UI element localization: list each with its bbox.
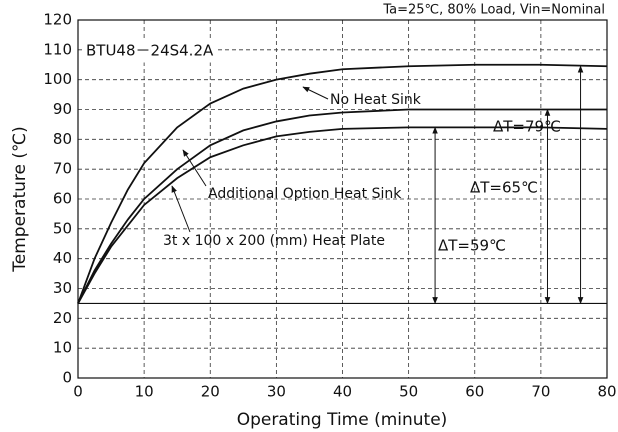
series-line <box>77 126 608 304</box>
model-label: BTU48－24S4.2A <box>86 42 214 60</box>
y-tick-label: 0 <box>62 369 72 387</box>
plot-frame <box>77 19 608 379</box>
label-pointer <box>182 149 207 187</box>
y-tick-label: 30 <box>53 279 72 297</box>
series-label: Additional Option Heat Sink <box>208 186 402 202</box>
series-line <box>77 63 608 304</box>
y-tick-label: 60 <box>53 190 72 208</box>
y-tick-label: 80 <box>53 130 72 148</box>
y-tick-label: 50 <box>53 219 72 237</box>
x-axis-label: Operating Time (minute) <box>237 410 448 430</box>
conditions-note: Ta=25℃, 80% Load, Vin=Nominal <box>382 3 605 18</box>
series-label: No Heat Sink <box>330 92 422 108</box>
x-tick-label: 40 <box>333 383 352 401</box>
delta-label: ΔT=59℃ <box>438 237 506 255</box>
x-tick-label: 50 <box>399 383 418 401</box>
y-axis-label: Temperature (℃) <box>10 126 30 272</box>
y-tick-label: 10 <box>53 339 72 357</box>
x-tick-label: 80 <box>597 383 616 401</box>
y-tick-label: 90 <box>53 100 72 118</box>
x-tick-label: 10 <box>135 383 154 401</box>
model-box <box>82 38 218 63</box>
x-tick-label: 60 <box>465 383 484 401</box>
x-tick-label: 70 <box>531 383 550 401</box>
label-pointer <box>302 86 329 100</box>
y-tick-label: 120 <box>43 11 72 29</box>
series-label: 3t x 100 x 200 (mm) Heat Plate <box>163 233 385 249</box>
series-line <box>77 108 607 304</box>
x-tick-label: 20 <box>201 383 220 401</box>
x-tick-label: 30 <box>267 383 286 401</box>
y-tick-label: 40 <box>53 249 72 267</box>
delta-label: ΔT=79℃ <box>493 118 561 136</box>
y-tick-label: 70 <box>53 160 72 178</box>
y-tick-label: 100 <box>43 70 72 88</box>
x-tick-label: 0 <box>73 383 83 401</box>
label-pointer <box>171 185 191 233</box>
delta-label: ΔT=65℃ <box>470 179 538 197</box>
y-tick-label: 20 <box>53 309 72 327</box>
y-tick-label: 110 <box>43 40 72 58</box>
